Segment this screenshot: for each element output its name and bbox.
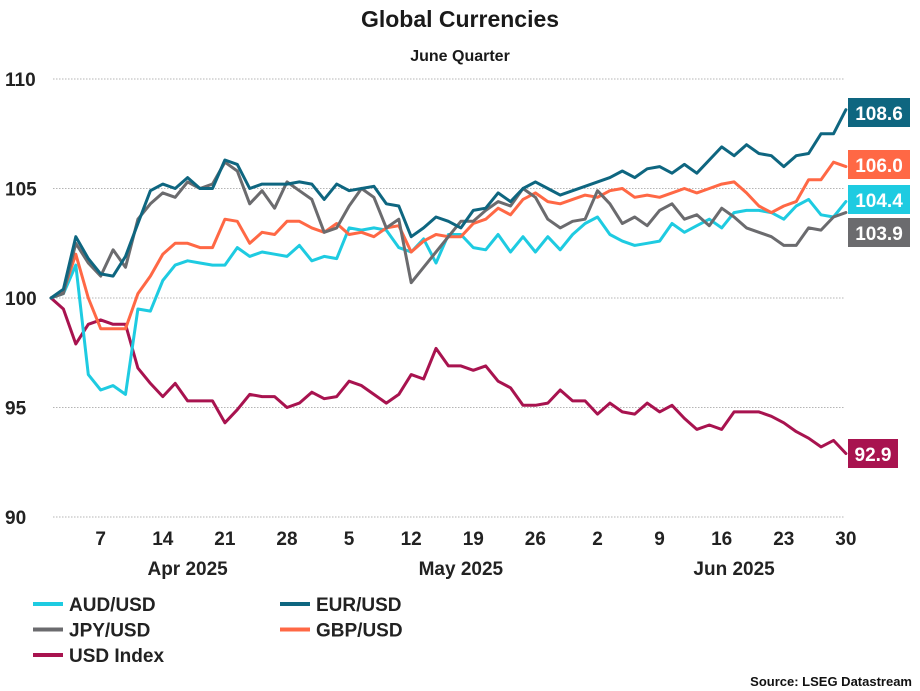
legend-label: JPY/USD: [69, 621, 150, 642]
x-tick-label: 7: [95, 529, 106, 550]
y-tick-label: 95: [5, 399, 27, 420]
legend-item: USD Index: [33, 646, 164, 667]
end-label: 103.9: [848, 218, 910, 247]
x-tick-label: 23: [773, 529, 794, 550]
end-label: 108.6: [848, 98, 910, 127]
end-label-box: [848, 98, 910, 127]
end-label-box: [848, 439, 898, 468]
chart-title: Global Currencies: [361, 6, 559, 32]
month-label: Apr 2025: [147, 559, 228, 580]
y-tick-label: 90: [5, 508, 26, 529]
series-line-usd-index: [49, 296, 848, 455]
month-label: Jun 2025: [693, 559, 775, 580]
end-label: 92.9: [848, 439, 898, 468]
end-label-box: [848, 185, 910, 214]
gridlines: [53, 78, 845, 518]
y-tick-label: 110: [5, 70, 36, 91]
x-axis-ticks: 7 14 21 28 5 12 19 26 2 9 16 23 30: [95, 529, 856, 550]
legend-label: AUD/USD: [69, 595, 156, 616]
end-label-box: [848, 150, 910, 179]
end-labels: 104.4 108.6 103.9 106.0 92.9: [848, 98, 910, 468]
x-tick-label: 14: [152, 529, 174, 550]
x-tick-label: 9: [654, 529, 665, 550]
legend-item: JPY/USD: [33, 621, 150, 642]
legend-label: GBP/USD: [316, 621, 403, 642]
series-line-jpy-usd: [49, 160, 848, 300]
x-tick-label: 30: [835, 529, 856, 550]
legend-item: GBP/USD: [280, 621, 403, 642]
end-label-box: [848, 218, 910, 247]
end-label-text: 108.6: [855, 104, 903, 125]
legend-item: EUR/USD: [280, 595, 402, 616]
x-tick-label: 12: [401, 529, 422, 550]
chart-subtitle: June Quarter: [410, 48, 510, 65]
legend-label: USD Index: [69, 646, 164, 667]
month-label: May 2025: [419, 559, 504, 580]
source-note: Source: LSEG Datastream: [750, 674, 912, 689]
legend: AUD/USD EUR/USD JPY/USD GBP/USD USD Index: [33, 595, 403, 667]
end-label-text: 106.0: [855, 156, 903, 177]
end-label-text: 104.4: [855, 191, 903, 212]
end-label: 106.0: [848, 150, 910, 179]
y-axis-ticks: 90 95 100 105 110: [5, 70, 37, 529]
x-tick-label: 19: [463, 529, 484, 550]
x-tick-label: 16: [711, 529, 732, 550]
y-tick-label: 105: [5, 180, 37, 201]
legend-item: AUD/USD: [33, 595, 156, 616]
x-tick-label: 26: [525, 529, 546, 550]
end-label-text: 92.9: [855, 445, 892, 466]
series-line-eur-usd: [49, 108, 848, 300]
series-lines: [49, 108, 848, 455]
x-tick-label: 21: [214, 529, 236, 550]
end-label-text: 103.9: [855, 224, 903, 245]
month-labels: Apr 2025 May 2025 Jun 2025: [147, 559, 775, 580]
x-tick-label: 28: [276, 529, 297, 550]
end-label: 104.4: [848, 185, 910, 214]
x-tick-label: 5: [344, 529, 355, 550]
y-tick-label: 100: [5, 289, 37, 310]
x-tick-label: 2: [592, 529, 603, 550]
legend-label: EUR/USD: [316, 595, 402, 616]
